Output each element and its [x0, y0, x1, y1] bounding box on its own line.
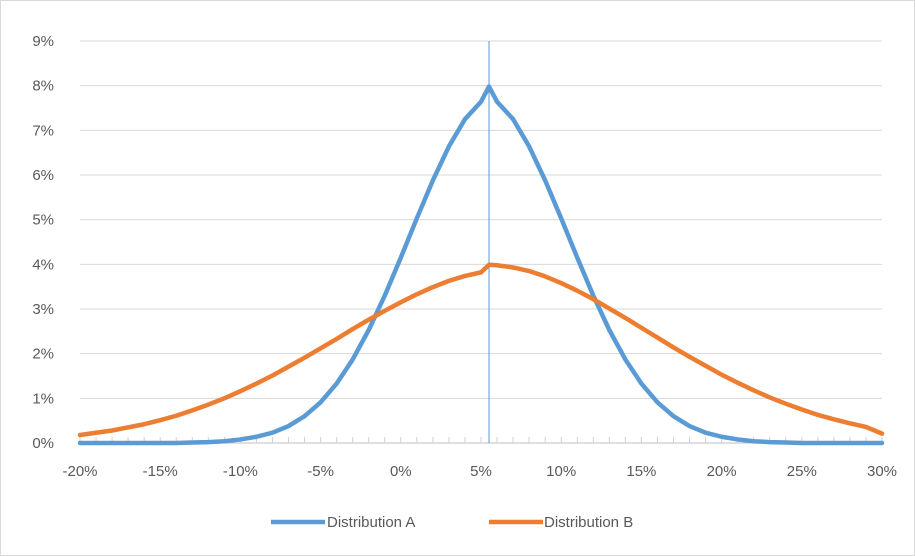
x-tick-label: -5% [307, 463, 334, 480]
tick-labels: 0% 1% 2% 3% 4% 5% 6% 7% 8% 9% -20% -15% -10% -5% 0% 5% 1… [32, 33, 897, 480]
series-line-b [77, 262, 885, 438]
legend-label-a: Distribution A [327, 514, 415, 531]
y-tick-label: 6% [32, 167, 54, 184]
y-tick-label: 7% [32, 122, 54, 139]
x-tick-label: -10% [223, 463, 258, 480]
y-tick-label: 0% [32, 435, 54, 452]
legend-label-b: Distribution B [544, 514, 633, 531]
y-tick-label: 1% [32, 390, 54, 407]
legend: Distribution A Distribution B [271, 514, 633, 531]
series-line-a [77, 84, 885, 446]
y-tick-label: 9% [32, 33, 54, 50]
x-tick-label: 25% [787, 463, 817, 480]
x-tick-label: -15% [143, 463, 178, 480]
x-tick-label: 5% [470, 463, 492, 480]
gridlines [80, 40, 882, 399]
y-tick-label: 4% [32, 256, 54, 273]
x-tick-label: 20% [707, 463, 737, 480]
series-layer [77, 84, 885, 446]
y-tick-label: 2% [32, 346, 54, 363]
x-tick-label: 10% [546, 463, 576, 480]
x-tick-label: 15% [626, 463, 656, 480]
x-tick-label: 0% [390, 463, 412, 480]
x-tick-label: -20% [62, 463, 97, 480]
y-tick-label: 8% [32, 78, 54, 95]
x-tick-label: 30% [867, 463, 897, 480]
y-tick-label: 5% [32, 212, 54, 229]
y-tick-label: 3% [32, 301, 54, 318]
